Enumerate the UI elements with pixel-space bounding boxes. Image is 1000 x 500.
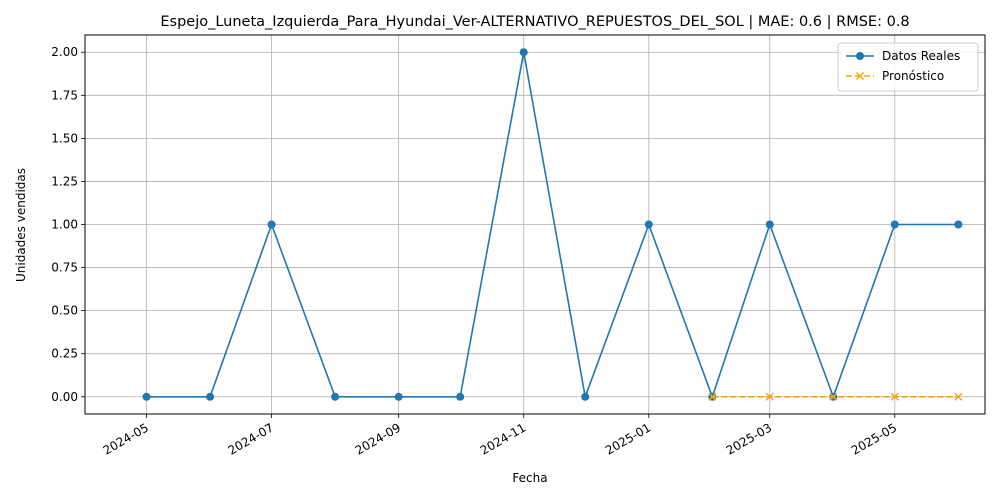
legend-marker [855, 71, 865, 81]
data-point-x [829, 392, 838, 401]
data-point [765, 220, 774, 229]
y-tick-label: 0.25 [51, 347, 78, 361]
legend-label: Datos Reales [882, 49, 960, 63]
legend: Datos Reales Pronóstico [837, 42, 979, 92]
y-tick-label: 1.75 [51, 88, 78, 102]
x-marker-stroke [829, 392, 838, 401]
data-point-x [954, 392, 963, 401]
data-point [206, 392, 215, 401]
data-point [331, 392, 340, 401]
legend-box [837, 42, 979, 92]
y-tick-label: 1.00 [51, 218, 78, 232]
y-axis: 0.00 0.25 0.50 0.75 1.00 1.25 1.50 1.75 2.00 [51, 45, 85, 404]
data-point [519, 48, 528, 57]
legend-marker [856, 52, 864, 60]
y-axis-label: Unidades vendidas [14, 168, 28, 282]
data-point-x [765, 392, 774, 401]
y-tick-label: 1.25 [51, 174, 78, 188]
data-point [456, 392, 465, 401]
x-marker-stroke [954, 392, 963, 401]
data-point [142, 392, 151, 401]
series-layer [142, 48, 963, 401]
data-point-x [890, 392, 899, 401]
y-tick-label: 0.50 [51, 304, 78, 318]
x-axis-label: Fecha [512, 471, 547, 485]
y-tick-label: 2.00 [51, 45, 78, 59]
x-marker-stroke [708, 392, 717, 401]
data-point [394, 392, 403, 401]
chart-title: Espejo_Luneta_Izquierda_Para_Hyundai_Ver… [160, 14, 909, 30]
series-line-1 [146, 52, 959, 400]
data-point [890, 220, 899, 229]
y-tick-label: 0.75 [51, 261, 78, 275]
y-tick-label: 0.00 [51, 390, 78, 404]
x-marker-stroke [765, 392, 774, 401]
data-point [954, 220, 963, 229]
data-point [267, 220, 276, 229]
data-point [644, 220, 653, 229]
data-point [581, 392, 590, 401]
x-marker-stroke [890, 392, 899, 401]
y-tick-label: 1.50 [51, 131, 78, 145]
data-point-x [708, 392, 717, 401]
legend-label: Pronóstico [882, 69, 944, 83]
